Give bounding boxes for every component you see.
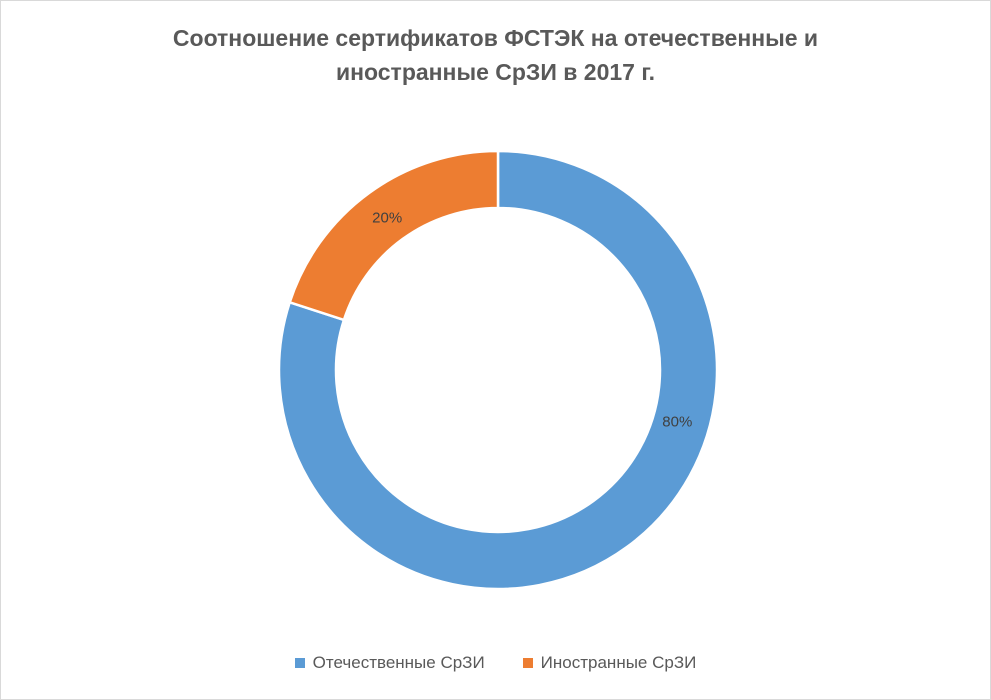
slice-domestic (277, 149, 719, 591)
slice-foreign (288, 149, 500, 322)
legend-label-foreign: Иностранные СрЗИ (540, 653, 697, 672)
legend: Отечественные СрЗИ Иностранные СрЗИ (1, 653, 990, 673)
data-label-foreign: 20% (372, 210, 402, 227)
chart-title: Соотношение сертификатов ФСТЭК на отечес… (172, 25, 819, 85)
legend-item-foreign: Иностранные СрЗИ (522, 653, 697, 673)
data-label-domestic: 80% (662, 413, 692, 430)
legend-swatch-domestic (294, 658, 305, 668)
legend-label-domestic: Отечественные СрЗИ (312, 653, 485, 672)
legend-item-domestic: Отечественные СрЗИ (294, 653, 485, 673)
legend-swatch-foreign (522, 658, 533, 668)
